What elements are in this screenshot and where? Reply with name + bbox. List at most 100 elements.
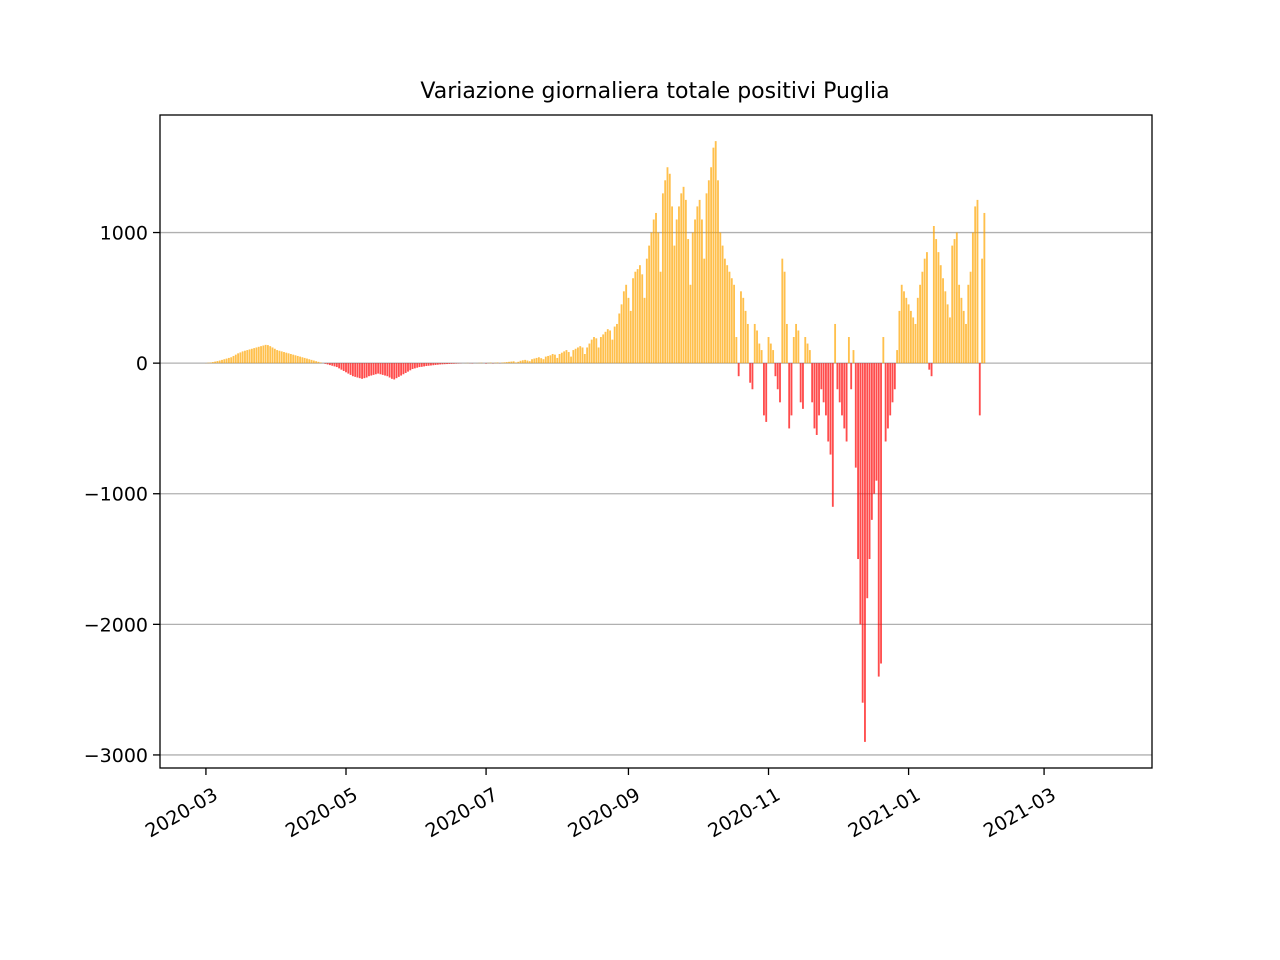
bar [432, 363, 435, 366]
x-tick-label: 2020-09 [564, 784, 644, 843]
bar [639, 265, 641, 364]
bar [868, 363, 871, 560]
bar [758, 343, 761, 364]
bar [611, 339, 614, 364]
bar [661, 193, 664, 364]
bar [955, 232, 958, 364]
bar [567, 352, 570, 364]
bar [939, 265, 942, 364]
bar [802, 363, 804, 409]
bar [710, 167, 713, 364]
bar [418, 363, 421, 368]
bar [866, 363, 869, 599]
bar [365, 363, 368, 378]
y-tick-label: 1000 [100, 223, 148, 245]
bar [377, 363, 380, 374]
bar [361, 363, 363, 379]
bar [276, 350, 279, 364]
y-tick-label: −2000 [84, 614, 148, 636]
bar [742, 297, 745, 364]
bar [783, 271, 786, 364]
bar [593, 337, 595, 364]
bar [324, 363, 327, 364]
bar [673, 245, 676, 364]
bar [797, 330, 800, 364]
bar [636, 269, 639, 364]
bar [960, 297, 963, 364]
bar [969, 271, 972, 364]
bar [657, 232, 660, 364]
bar [581, 347, 584, 364]
bar [684, 199, 687, 364]
x-tick-label: 2021-03 [980, 784, 1060, 843]
bar [342, 363, 345, 371]
bar [244, 350, 246, 364]
bar [627, 297, 630, 364]
bar [579, 346, 582, 364]
bar [792, 337, 795, 364]
bar [900, 284, 903, 364]
bar [937, 252, 940, 364]
bar [448, 363, 451, 364]
bar [907, 304, 910, 364]
bar [296, 355, 299, 364]
bar [515, 362, 517, 364]
bar [859, 363, 862, 625]
bar [822, 363, 825, 403]
bar [425, 363, 428, 367]
bar [379, 363, 382, 375]
bar [854, 363, 857, 468]
bar [728, 271, 731, 364]
bar [528, 361, 531, 364]
bar [597, 347, 600, 364]
bar [402, 363, 405, 375]
bar [540, 358, 543, 364]
bar [712, 147, 715, 364]
bar [446, 363, 448, 365]
bar [767, 337, 770, 364]
bar [772, 350, 775, 364]
bar [287, 353, 290, 364]
bar [962, 310, 965, 364]
bar [864, 363, 866, 742]
bar [891, 363, 894, 403]
bar [544, 356, 547, 364]
bar [301, 357, 304, 364]
bar [404, 363, 407, 373]
bar [687, 239, 690, 364]
bar [278, 350, 281, 364]
bar [583, 354, 586, 364]
bar [577, 347, 579, 364]
bar [983, 212, 986, 364]
y-tick-label: 0 [136, 353, 148, 375]
bar [781, 258, 784, 364]
bar [616, 323, 618, 364]
bar [602, 334, 605, 364]
x-tick-label: 2021-01 [844, 784, 924, 843]
bar [613, 326, 616, 364]
bar [572, 350, 575, 364]
bar [570, 356, 572, 364]
bar [719, 232, 722, 364]
bar [537, 357, 540, 364]
bar [730, 278, 733, 364]
bar [521, 360, 524, 364]
bar [946, 304, 949, 364]
bar [804, 337, 807, 364]
bar [967, 284, 970, 364]
bar [312, 360, 315, 364]
bar [335, 363, 338, 368]
bar [682, 186, 685, 364]
bar [790, 363, 793, 416]
bar [926, 252, 928, 364]
bar [666, 167, 669, 364]
bar [232, 355, 235, 364]
bar [694, 219, 696, 364]
bar [285, 352, 288, 364]
bar [753, 323, 756, 364]
bar [248, 349, 251, 364]
bar [308, 359, 311, 364]
x-axis: 2020-03 2020-05 2020-07 2020-09 2020-11 2021-… [142, 768, 1060, 842]
bar [788, 363, 791, 429]
